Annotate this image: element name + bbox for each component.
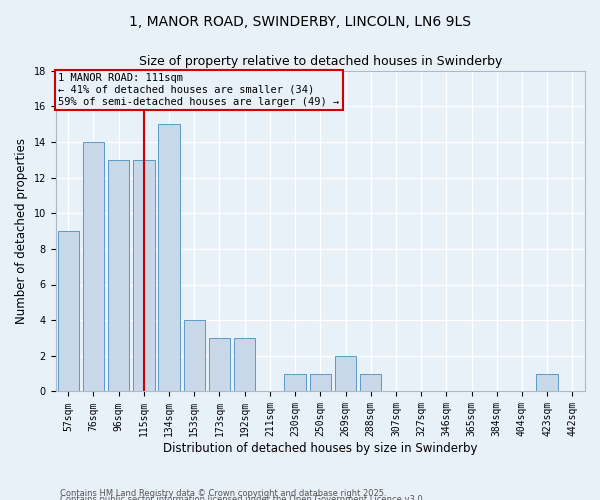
Text: 1 MANOR ROAD: 111sqm
← 41% of detached houses are smaller (34)
59% of semi-detac: 1 MANOR ROAD: 111sqm ← 41% of detached h…	[58, 74, 340, 106]
Text: Contains public sector information licensed under the Open Government Licence v3: Contains public sector information licen…	[60, 495, 425, 500]
Bar	[234, 338, 256, 392]
Bar	[58, 231, 79, 392]
Bar	[184, 320, 205, 392]
Bar	[209, 338, 230, 392]
Bar	[133, 160, 155, 392]
Bar	[335, 356, 356, 392]
Title: Size of property relative to detached houses in Swinderby: Size of property relative to detached ho…	[139, 55, 502, 68]
Y-axis label: Number of detached properties: Number of detached properties	[15, 138, 28, 324]
Bar	[310, 374, 331, 392]
Text: Contains HM Land Registry data © Crown copyright and database right 2025.: Contains HM Land Registry data © Crown c…	[60, 488, 386, 498]
Bar	[284, 374, 306, 392]
Bar	[83, 142, 104, 392]
Text: 1, MANOR ROAD, SWINDERBY, LINCOLN, LN6 9LS: 1, MANOR ROAD, SWINDERBY, LINCOLN, LN6 9…	[129, 15, 471, 29]
Bar	[108, 160, 130, 392]
Bar	[158, 124, 180, 392]
X-axis label: Distribution of detached houses by size in Swinderby: Distribution of detached houses by size …	[163, 442, 478, 455]
Bar	[536, 374, 558, 392]
Bar	[360, 374, 382, 392]
